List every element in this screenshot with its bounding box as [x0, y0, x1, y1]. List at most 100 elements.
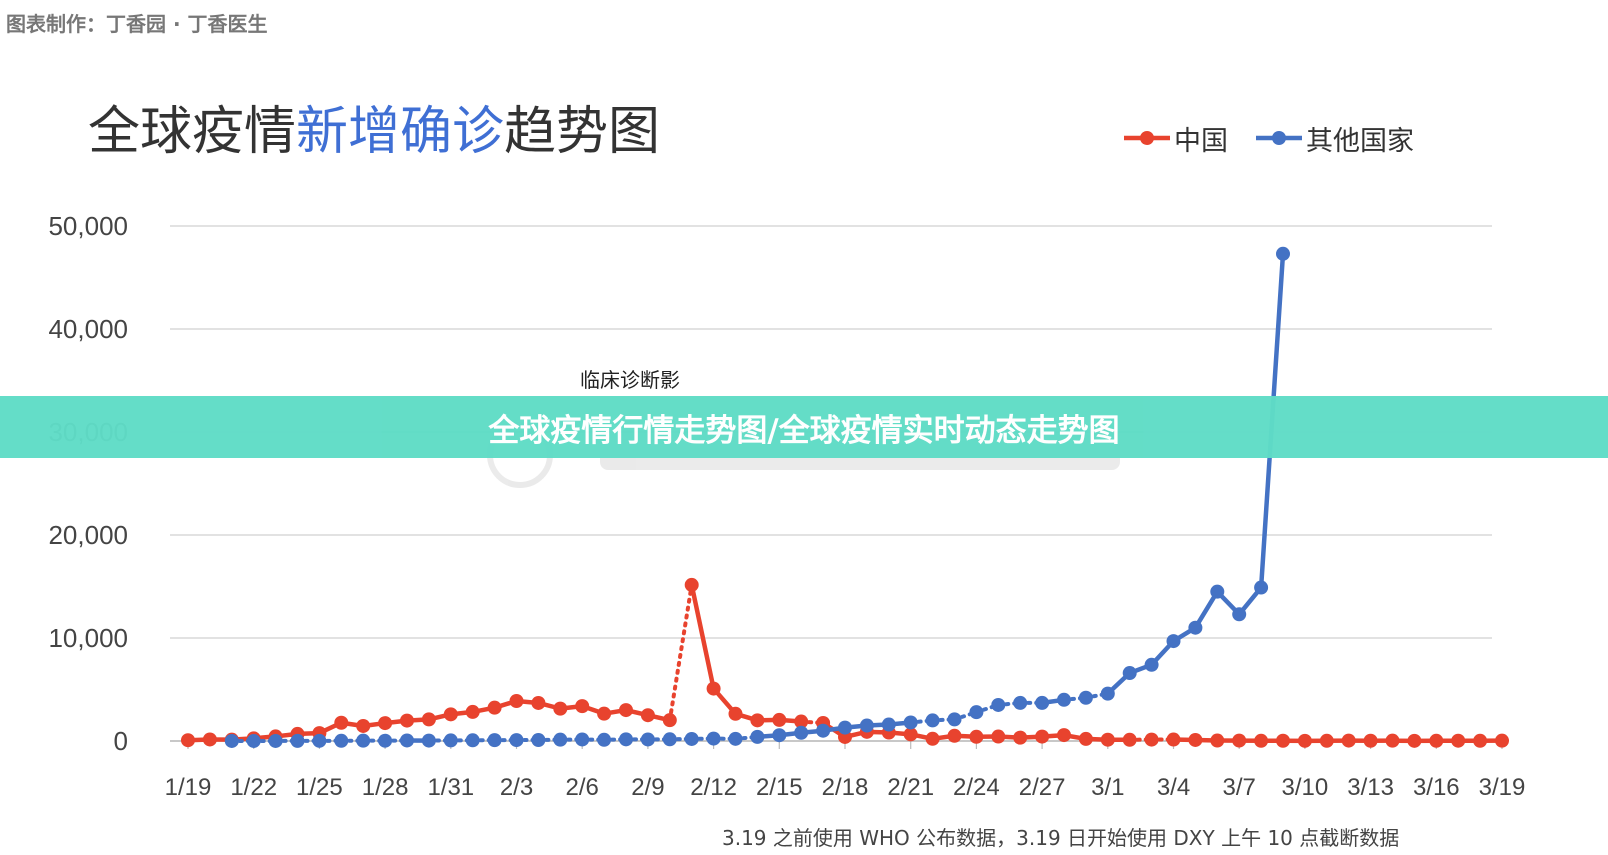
data-point: [1078, 731, 1093, 746]
data-point: [772, 712, 787, 727]
data-point: [1254, 733, 1269, 748]
data-point: [728, 731, 743, 746]
data-point: [1078, 690, 1093, 705]
data-point: [597, 732, 612, 747]
x-tick-label: 3/10: [1282, 774, 1329, 801]
data-point: [662, 713, 677, 728]
data-point: [925, 713, 940, 728]
legend-label: 其他国家: [1306, 126, 1414, 157]
data-point: [881, 717, 896, 732]
data-point: [1210, 584, 1225, 599]
data-point: [1319, 733, 1334, 748]
data-point: [509, 693, 524, 708]
data-point: [838, 720, 852, 735]
data-point: [662, 732, 677, 747]
data-point: [400, 713, 414, 728]
x-tick-label: 3/7: [1223, 774, 1256, 801]
data-point: [334, 733, 349, 748]
data-point: [1232, 733, 1247, 748]
data-point: [640, 708, 655, 723]
data-point: [1122, 666, 1137, 681]
data-point: [619, 732, 633, 747]
data-point: [181, 733, 195, 748]
data-point: [706, 681, 721, 696]
x-tick-label: 1/31: [427, 774, 474, 801]
y-tick-label: 10,000: [48, 623, 128, 653]
data-point: [443, 707, 458, 722]
series-line-segment: [689, 582, 716, 691]
y-tick-label: 0: [114, 726, 128, 756]
x-axis: 1/19 1/22 1/25 1/28 1/31 2/3 2/6 2/9 2/12 2/15 2/1…: [165, 741, 1526, 801]
data-point: [794, 725, 809, 740]
x-tick-label: 2/12: [690, 774, 737, 801]
data-point: [465, 704, 480, 719]
data-point: [969, 705, 984, 720]
data-point: [487, 700, 502, 715]
data-point: [794, 714, 809, 729]
x-tick-label: 2/27: [1019, 774, 1066, 801]
data-point: [575, 699, 590, 714]
chart-title-part: 趋势图: [504, 102, 660, 162]
data-point: [1473, 733, 1488, 748]
series-line-segment: [667, 582, 694, 723]
data-point: [706, 731, 721, 746]
y-tick-label: 50,000: [48, 211, 128, 241]
legend-label: 中国: [1174, 126, 1228, 157]
data-point: [246, 733, 261, 748]
x-tick-label: 3/4: [1157, 774, 1190, 801]
x-tick-label: 3/1: [1091, 774, 1124, 801]
data-point: [1341, 733, 1356, 748]
x-tick-label: 2/3: [500, 774, 533, 801]
data-point: [378, 733, 393, 748]
data-point: [1429, 733, 1444, 748]
chart-grid: [170, 225, 1492, 742]
x-tick-label: 2/15: [756, 774, 803, 801]
data-point: [597, 706, 612, 721]
data-point: [531, 695, 546, 710]
data-point: [1166, 732, 1181, 747]
data-point: [487, 733, 502, 748]
data-point: [816, 723, 831, 738]
x-tick-label: 2/24: [953, 774, 1000, 801]
series-1: [224, 246, 1290, 748]
data-point: [1188, 620, 1203, 635]
x-tick-label: 3/19: [1479, 774, 1526, 801]
x-tick-label: 2/6: [566, 774, 599, 801]
data-point: [1495, 733, 1509, 748]
data-point: [684, 577, 699, 592]
data-point: [356, 718, 371, 733]
data-point: [859, 718, 874, 733]
series-line-segment: [1193, 589, 1220, 630]
data-point: [1035, 695, 1050, 710]
data-point: [1276, 246, 1290, 261]
x-tick-label: 3/16: [1413, 774, 1460, 801]
y-tick-label: 40,000: [48, 314, 128, 344]
data-point: [750, 729, 765, 744]
data-point: [947, 728, 962, 743]
data-point: [1363, 733, 1378, 748]
x-tick-label: 2/18: [822, 774, 869, 801]
data-point: [268, 733, 283, 748]
data-point: [356, 733, 371, 748]
data-point: [1232, 607, 1247, 622]
data-point: [1144, 657, 1159, 672]
chart-footnote: 3.19 之前使用 WHO 公布数据，3.19 日开始使用 DXY 上午 10 …: [722, 826, 1400, 850]
x-tick-label: 3/13: [1347, 774, 1394, 801]
data-point: [465, 733, 480, 748]
data-point: [1100, 686, 1115, 701]
data-point: [443, 733, 458, 748]
x-tick-label: 2/9: [631, 774, 664, 801]
data-point: [947, 712, 962, 727]
data-point: [903, 715, 918, 730]
data-point: [531, 732, 546, 747]
x-tick-label: 1/22: [230, 774, 277, 801]
chart-credit: 图表制作：丁香园 · 丁香医生: [6, 12, 268, 36]
headline-banner-text: 全球疫情行情走势图/全球疫情实时动态走势图: [488, 412, 1120, 449]
data-point: [1451, 733, 1466, 748]
data-point: [903, 727, 918, 742]
data-point: [1013, 695, 1028, 710]
x-tick-label: 2/21: [887, 774, 934, 801]
series-layer: [181, 246, 1509, 748]
data-point: [553, 732, 568, 747]
